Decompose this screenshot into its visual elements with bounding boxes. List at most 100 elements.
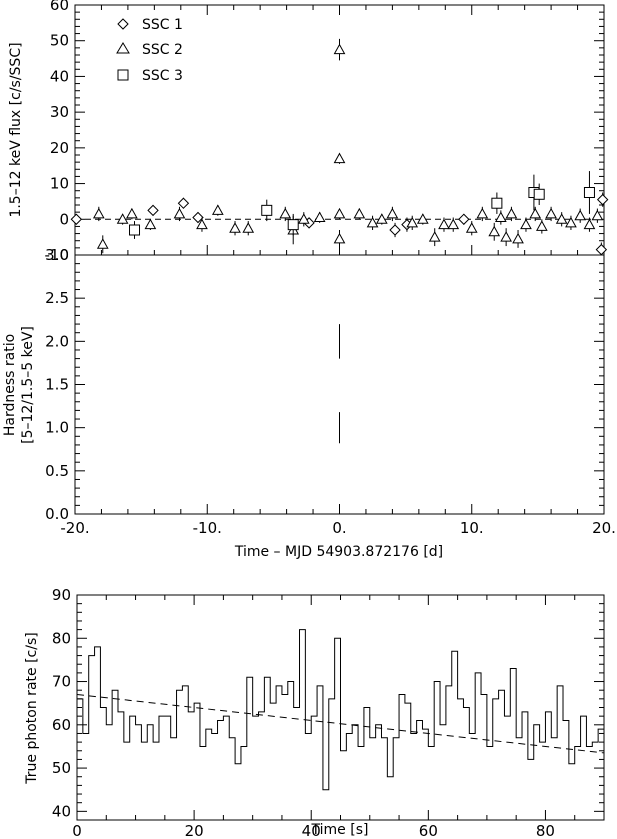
ssc2-point	[520, 218, 532, 230]
ssc2-point	[375, 213, 388, 224]
hardness-y-axis-label-line2: [5–12/1.5–5 keV]	[20, 326, 36, 444]
hardness-y-tick-label: 3.0	[45, 246, 69, 264]
ssc3-point	[583, 187, 595, 198]
flux-y-tick-label: 60	[50, 0, 69, 14]
ssc1-point	[177, 197, 190, 209]
flux-y-tick-label: -10	[45, 246, 70, 264]
ssc1-point	[458, 213, 470, 225]
ssc2-point	[428, 231, 441, 242]
ssc2-point	[574, 209, 587, 221]
hardness-y-tick-label: 2.5	[45, 289, 69, 307]
ssc2-point	[353, 207, 366, 219]
ssc2-point	[529, 207, 542, 219]
ssc2-point	[591, 209, 604, 221]
ssc2-point	[366, 216, 379, 228]
hardness-y-axis-label: Hardness ratio	[2, 334, 18, 436]
flux-y-tick-label: 0	[59, 210, 69, 228]
ssc2-point	[406, 216, 419, 228]
ssc2-point	[116, 213, 129, 224]
ssc2-point	[545, 207, 557, 219]
flux-y-axis-label: 1.5–12 keV flux [c/s/SSC]	[8, 42, 24, 217]
rate-y-tick-label: 70	[52, 673, 71, 691]
rate-y-tick-label: 40	[52, 802, 71, 820]
ssc3-point	[129, 224, 141, 236]
flux-legend: SSC 1 SSC 2 SSC 3	[116, 17, 183, 84]
legend-square-marker	[117, 69, 129, 81]
flux-data	[70, 38, 609, 256]
rate-data	[76, 629, 605, 791]
ssc2-point	[438, 218, 450, 230]
hardness-x-tick-label: -10.	[193, 519, 222, 537]
ssc2-point	[242, 222, 255, 233]
hardness-x-tick-label: -20.	[60, 519, 89, 537]
ssc2-point	[512, 232, 524, 244]
ssc2-point	[565, 216, 577, 228]
hardness-x-tick-label: 0.	[332, 519, 346, 537]
rate-y-tick-label: 80	[52, 629, 71, 647]
ssc2-point	[196, 218, 208, 230]
legend-ssc1-label: SSC 1	[142, 17, 183, 33]
ssc2-point	[96, 238, 109, 249]
ssc2-point	[92, 207, 105, 219]
ssc2-point	[447, 218, 460, 230]
flux-y-tick-label: 30	[50, 103, 69, 121]
hardness-y-tick-label: 0.5	[45, 462, 69, 480]
ssc2-point	[500, 231, 512, 242]
ssc2-point	[297, 213, 310, 224]
hardness-ticks: 0.0 0.5 1.0 1.5 2.0 2.5 3.0 -20. -10. 0. 10. 20.	[45, 246, 616, 537]
flux-y-tick-label: 10	[50, 175, 69, 193]
rate-x-tick-label: 20	[185, 822, 204, 839]
ssc2-point	[126, 207, 138, 219]
rate-ticks: 40 50 60 70 80 90 0 20 40 60 80	[52, 586, 605, 839]
ssc1-point	[595, 243, 608, 256]
ssc3-point	[533, 188, 545, 200]
ssc2-point	[494, 211, 507, 222]
ssc2-point	[333, 43, 346, 55]
ssc2-point	[211, 204, 224, 215]
rate-x-tick-label: 80	[536, 822, 555, 839]
ssc1-point	[192, 211, 204, 224]
ssc2-point	[333, 207, 346, 219]
ssc2-point	[535, 220, 548, 231]
rate-y-tick-label: 50	[52, 759, 71, 777]
ssc3-point	[261, 204, 273, 216]
ssc3-point	[491, 197, 503, 209]
ssc2-point	[555, 213, 568, 224]
flux-y-tick-label: 50	[50, 32, 69, 50]
ssc1-point	[70, 213, 83, 225]
legend-ssc2-label: SSC 2	[142, 42, 183, 58]
rate-x-axis-label: Time [s]	[311, 822, 369, 838]
ssc2-point	[465, 222, 478, 233]
ssc2-point	[488, 225, 501, 237]
ssc2-point	[505, 207, 518, 219]
rate-trend-line	[76, 694, 605, 754]
flux-y-tick-label: 20	[50, 139, 69, 157]
ssc2-point	[333, 152, 346, 164]
ssc2-point	[583, 218, 596, 230]
hardness-x-tick-label: 10.	[460, 519, 484, 537]
ssc2-point	[416, 213, 429, 224]
ssc2-point	[229, 222, 241, 233]
ssc2-point	[144, 218, 157, 230]
hardness-y-tick-label: 1.0	[45, 419, 69, 437]
rate-x-tick-label: 0	[72, 822, 82, 839]
hardness-x-tick-label: 20.	[592, 519, 616, 537]
rate-y-axis-label: True photon rate [c/s]	[24, 632, 40, 784]
rate-x-tick-label: 40	[302, 822, 321, 839]
ssc2-point	[476, 207, 489, 219]
ssc2-point	[173, 207, 186, 219]
ssc2-point	[386, 207, 399, 219]
rate-step-line	[77, 629, 604, 791]
rate-y-tick-label: 90	[52, 586, 71, 604]
hardness-panel-frame	[74, 254, 605, 515]
ssc1-point	[596, 193, 609, 206]
ssc2-point	[333, 232, 346, 244]
flux-y-ticks: -10 0 10 20 30 40 50 60	[45, 0, 605, 264]
ssc2-point	[279, 207, 292, 219]
hardness-y-tick-label: 1.5	[45, 376, 69, 394]
legend-triangle-marker	[116, 42, 130, 54]
hardness-x-axis-label: Time – MJD 54903.872176 [d]	[234, 544, 443, 560]
ssc2-point	[313, 211, 326, 222]
rate-panel: 40 50 60 70 80 90 0 20 40 60 80 True photon rate […	[24, 586, 605, 839]
